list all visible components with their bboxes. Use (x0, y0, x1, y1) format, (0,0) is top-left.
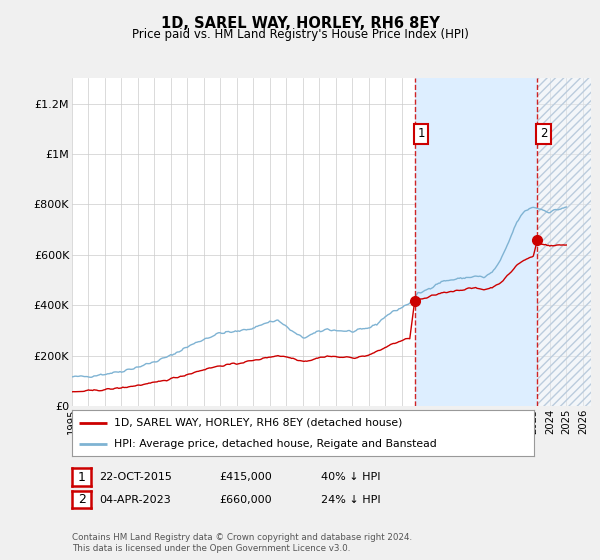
Text: Contains HM Land Registry data © Crown copyright and database right 2024.
This d: Contains HM Land Registry data © Crown c… (72, 533, 412, 553)
Bar (415, 78, 538, 406)
Text: 1: 1 (417, 127, 425, 141)
Bar (538, 78, 591, 406)
Text: 1D, SAREL WAY, HORLEY, RH6 8EY (detached house): 1D, SAREL WAY, HORLEY, RH6 8EY (detached… (113, 418, 402, 428)
Text: Price paid vs. HM Land Registry's House Price Index (HPI): Price paid vs. HM Land Registry's House … (131, 28, 469, 41)
Text: 1D, SAREL WAY, HORLEY, RH6 8EY: 1D, SAREL WAY, HORLEY, RH6 8EY (161, 16, 439, 31)
Bar (538, 78, 591, 406)
Text: 2: 2 (77, 493, 86, 506)
Text: 22-OCT-2015: 22-OCT-2015 (99, 472, 172, 482)
Text: 24% ↓ HPI: 24% ↓ HPI (321, 494, 380, 505)
Text: 40% ↓ HPI: 40% ↓ HPI (321, 472, 380, 482)
Text: 2: 2 (540, 127, 547, 141)
Text: £660,000: £660,000 (219, 494, 272, 505)
Text: £415,000: £415,000 (219, 472, 272, 482)
Text: 04-APR-2023: 04-APR-2023 (99, 494, 171, 505)
Text: 1: 1 (77, 470, 86, 484)
Text: HPI: Average price, detached house, Reigate and Banstead: HPI: Average price, detached house, Reig… (113, 439, 436, 449)
